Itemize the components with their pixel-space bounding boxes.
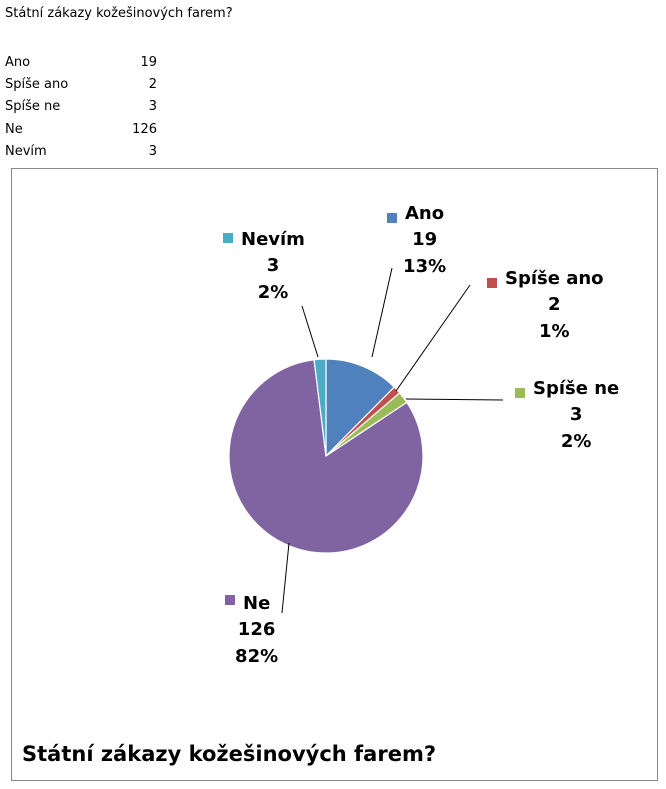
data-label-percent: 13% [403,256,446,277]
row-value[interactable]: 3 [148,99,157,115]
data-label-value: 3 [267,255,280,276]
pie-slice-ne[interactable] [228,359,424,554]
legend-marker [387,213,397,223]
data-label-percent: 82% [235,646,278,667]
data-label-value: 3 [570,404,583,425]
chart-frame[interactable]: Ano 19 13% Spíše ano 2 1% Spíše ne 3 2% Ne 126 82% N… [11,168,658,781]
data-label-category: Spíše ano [505,268,604,289]
leader-line [395,284,471,392]
leader-line [405,398,504,401]
data-label-category: Nevím [241,229,305,250]
row-label[interactable]: Ano [5,55,31,71]
pie-chart: Ano 19 13% Spíše ano 2 1% Spíše ne 3 2% Ne 126 82% N… [223,203,619,667]
row-value[interactable]: 2 [148,77,157,93]
row-value[interactable]: 3 [148,143,157,159]
sheet-title: Státní zákazy kožešinových farem? [5,6,233,21]
data-label-percent: 2% [258,282,289,303]
table-row: Ne 126 [5,119,157,141]
row-label[interactable]: Ne [5,121,23,137]
data-label-value: 126 [238,619,276,640]
table-row: Spíše ne 3 [5,96,157,118]
data-label-category: Ne [243,593,270,614]
pie-slice-ano[interactable] [325,358,396,458]
row-label[interactable]: Spíše ne [5,99,61,115]
legend-marker [225,595,235,605]
chart-title: Státní zákazy kožešinových farem? [22,742,437,766]
data-label-value: 19 [412,229,437,250]
pie-slice-nevím[interactable] [313,358,327,457]
legend-marker [223,233,233,243]
data-label-category: Spíše ne [533,378,619,399]
data-label-percent: 2% [561,431,592,452]
data-label-category: Ano [405,203,444,224]
table-row: Nevím 3 [5,141,157,163]
row-value[interactable]: 19 [140,55,157,71]
row-label[interactable]: Spíše ano [5,77,69,93]
leader-line [371,267,393,358]
row-value[interactable]: 126 [132,121,157,137]
data-label-value: 2 [548,294,561,315]
table-row: Ano 19 [5,52,157,74]
leader-line [301,305,319,358]
leader-line [281,542,290,614]
table-row: Spíše ano 2 [5,74,157,96]
data-label-percent: 1% [539,321,570,342]
legend-marker [515,388,525,398]
row-label[interactable]: Nevím [5,143,47,159]
data-table: Ano 19 Spíše ano 2 Spíše ne 3 Ne 126 Nev… [5,52,157,163]
legend-marker [487,278,497,288]
